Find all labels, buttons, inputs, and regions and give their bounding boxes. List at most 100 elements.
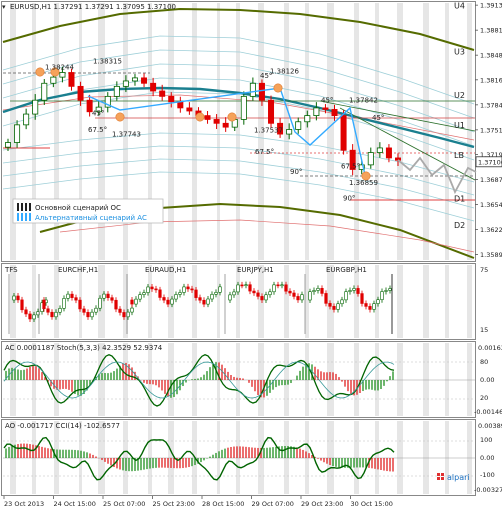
mini-candle-body	[292, 292, 296, 297]
alpari-logo-icon	[437, 473, 444, 480]
price-annotation: 1.38126	[270, 67, 299, 75]
session-stripe	[423, 265, 429, 338]
session-stripe	[258, 343, 264, 416]
session-stripe	[423, 421, 429, 494]
session-stripe	[148, 343, 152, 416]
candle-body	[168, 95, 175, 103]
session-stripe	[397, 343, 403, 416]
mini-candle-body	[174, 294, 178, 300]
pivot-marker[interactable]	[50, 67, 60, 77]
session-stripe	[32, 343, 36, 416]
ao-tick-0: 0.00389	[478, 422, 502, 430]
price-annotation: 1.36859	[349, 179, 378, 187]
mini-candle-body	[170, 298, 174, 305]
candle-body	[394, 157, 401, 161]
mini-candle-body	[348, 290, 352, 292]
price-annotation: 67.5°	[88, 126, 107, 134]
mini-candle-body	[94, 307, 98, 313]
mini-candle-body	[252, 290, 256, 294]
time-tick: 29 Oct 23:00	[301, 500, 343, 508]
candle-body	[258, 82, 265, 101]
mini-candle-body	[324, 293, 328, 304]
envelope-band-line	[2, 49, 475, 119]
candle-body	[286, 129, 293, 135]
mini-candle-body	[206, 298, 210, 305]
pivot-marker[interactable]	[361, 171, 371, 181]
price-annotation: 1.38244	[45, 63, 74, 71]
candle-body	[50, 76, 57, 84]
session-stripe	[327, 265, 334, 338]
price-tick: 1.37840	[480, 101, 502, 109]
mini-candle-body	[284, 284, 288, 292]
level-label-d2: D2	[454, 221, 465, 230]
mini-candle-body	[12, 295, 16, 301]
mini-candle-body	[90, 311, 94, 318]
session-stripe	[375, 3, 379, 260]
session-stripe	[354, 265, 359, 338]
mini-candle-body	[46, 308, 50, 313]
mini-candle-body	[42, 299, 46, 310]
price-tick: 1.37195	[480, 151, 502, 159]
mini-candle-body	[74, 297, 78, 301]
session-stripe	[305, 265, 309, 338]
mini-candle-body	[70, 293, 74, 298]
candle-body	[340, 115, 347, 151]
legend-alt-scenario: Альтернативный сценарий АС	[35, 214, 147, 222]
pivot-marker[interactable]	[227, 112, 237, 122]
pivot-marker[interactable]	[195, 112, 205, 122]
session-stripe	[168, 3, 174, 260]
session-stripe	[397, 3, 403, 260]
candle-body	[14, 124, 21, 143]
mini-candle-body	[98, 297, 102, 309]
price-tick: 1.36545	[480, 201, 502, 209]
mini-candle-body	[86, 312, 90, 318]
alt-scenario-icon	[17, 213, 31, 221]
candle-body	[150, 82, 157, 92]
ac-stochastic-panel[interactable]	[3, 354, 475, 407]
mini-candle-body	[20, 299, 24, 311]
session-stripe	[284, 343, 289, 416]
mini-candle-body	[186, 286, 190, 290]
session-stripe	[192, 265, 197, 338]
ao-cci-panel[interactable]	[3, 436, 475, 481]
time-axis: 23 Oct 2013 24 Oct 15:00 25 Oct 07:00 25 Oc…	[3, 496, 393, 508]
price-tick: 1.36870	[480, 176, 502, 184]
level-label-d1: D1	[454, 195, 465, 204]
mini-candle-body	[344, 291, 348, 301]
mini-candle-body	[248, 284, 252, 292]
current-price: 1.37100	[478, 158, 502, 166]
mini-candle-body	[308, 291, 312, 301]
mini-candle-body	[316, 288, 320, 291]
session-stripe	[467, 421, 472, 494]
main-price-panel[interactable]: 1.382441.3831545°1.3774367.5°45°1.381261…	[2, 2, 477, 259]
candle-body	[186, 107, 193, 112]
candle-body	[131, 77, 138, 82]
mini-candle-body	[288, 290, 292, 294]
mini-candle-body	[166, 299, 170, 305]
mini-candle-body	[28, 313, 32, 320]
trend-line	[319, 100, 476, 132]
ac-panel-frame	[1, 341, 476, 418]
session-stripe	[54, 343, 59, 416]
price-tick: 1.38485	[480, 52, 502, 60]
candle-body	[32, 99, 39, 115]
mini-candle-body	[16, 295, 20, 301]
session-stripe	[32, 3, 36, 260]
mini-candle-body	[280, 284, 284, 287]
mini-candle-body	[110, 297, 114, 301]
mini-candle-body	[372, 303, 376, 310]
session-stripe	[327, 421, 334, 494]
pivot-marker[interactable]	[35, 67, 45, 77]
session-stripe	[123, 421, 128, 494]
price-annotation: 67.5°	[255, 148, 274, 156]
session-stripe	[397, 421, 403, 494]
candle-body	[331, 109, 338, 117]
mini-candle-body	[210, 294, 214, 300]
pivot-marker[interactable]	[115, 112, 125, 122]
mini-symbols-panel[interactable]	[8, 274, 393, 334]
price-tick: 1.39135	[480, 2, 502, 10]
session-stripe	[79, 3, 82, 260]
candle-body	[122, 80, 129, 87]
session-stripe	[10, 421, 16, 494]
pivot-marker[interactable]	[273, 83, 283, 93]
